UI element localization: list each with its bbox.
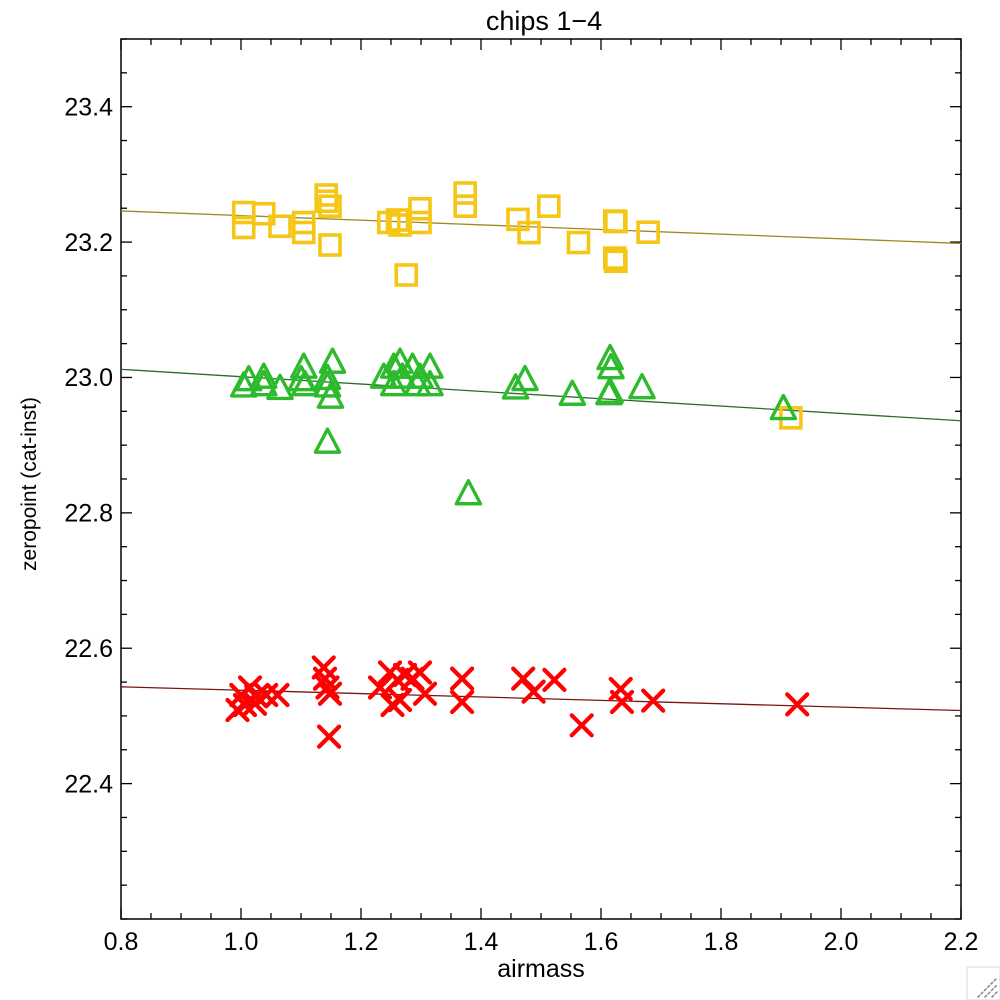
svg-text:23.2: 23.2 xyxy=(64,229,113,257)
svg-text:airmass: airmass xyxy=(497,955,585,983)
svg-text:1.0: 1.0 xyxy=(224,928,259,956)
svg-text:23.4: 23.4 xyxy=(64,93,113,121)
svg-text:2.2: 2.2 xyxy=(944,928,979,956)
svg-text:0.8: 0.8 xyxy=(104,928,139,956)
svg-text:22.6: 22.6 xyxy=(64,635,113,663)
svg-text:chips 1−4: chips 1−4 xyxy=(486,6,602,36)
svg-text:1.8: 1.8 xyxy=(704,928,739,956)
svg-text:zeropoint (cat-inst): zeropoint (cat-inst) xyxy=(18,397,41,571)
svg-text:23.0: 23.0 xyxy=(64,364,113,392)
svg-text:1.2: 1.2 xyxy=(344,928,379,956)
svg-text:22.8: 22.8 xyxy=(64,500,113,528)
svg-text:1.4: 1.4 xyxy=(464,928,499,956)
svg-text:2.0: 2.0 xyxy=(824,928,859,956)
svg-text:1.6: 1.6 xyxy=(584,928,619,956)
svg-text:22.4: 22.4 xyxy=(64,770,113,798)
